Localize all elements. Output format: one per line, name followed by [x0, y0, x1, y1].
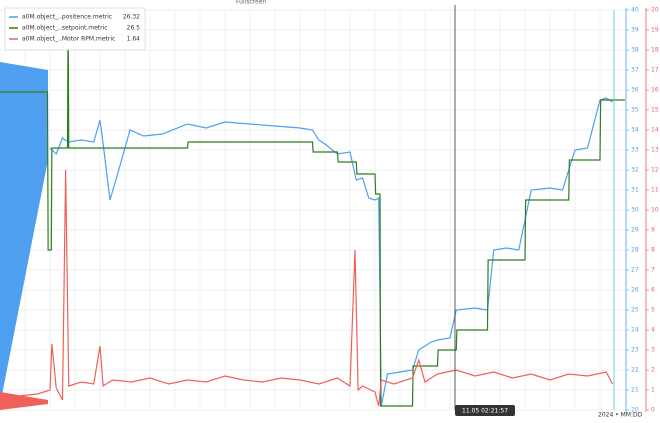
y2-tick-label: 18: [651, 47, 659, 54]
legend-value: 26.5: [127, 25, 141, 32]
legend-value: 1.64: [127, 36, 141, 43]
y2-tick-label: 4: [651, 327, 655, 334]
plot-area: [0, 9, 625, 407]
y-tick-label: 32: [631, 167, 639, 174]
y2-tick-label: 11: [651, 187, 659, 194]
y2-tick-label: 0: [651, 407, 655, 414]
series-line: [0, 9, 625, 407]
y-tick-label: 21: [631, 387, 639, 394]
vertical-grid: [0, 9, 625, 411]
legend-entries: a0M.object_..positence.metric 26.32 a0M.ob…: [9, 14, 140, 43]
artifact-blue: [0, 62, 48, 405]
y2-tick-label: 7: [651, 267, 655, 274]
legend-label: a0M.object_..positence.metric: [22, 14, 112, 21]
y-tick-label: 23: [631, 347, 639, 354]
y-tick-label: 26: [631, 287, 639, 294]
y2-tick-label: 6: [651, 287, 655, 294]
y-tick-label: 25: [631, 307, 639, 314]
y2-tick-label: 17: [651, 67, 659, 74]
y-tick-label: 35: [631, 107, 639, 114]
y-tick-label: 31: [631, 187, 639, 194]
y-tick-label: 39: [631, 27, 639, 34]
y2-tick-label: 19: [651, 27, 659, 34]
series-line: [49, 97, 613, 407]
cursor-tooltip: [455, 405, 515, 416]
y-tick-label: 38: [631, 47, 639, 54]
y2-tick-label: 2: [651, 367, 655, 374]
y-tick-label: 37: [631, 67, 639, 74]
y-tick-label: 34: [631, 127, 639, 134]
y2-tick-label: 5: [651, 307, 655, 314]
legend-label: a0M.object_..setpoint.metric: [22, 25, 108, 32]
y-tick-label: 40: [631, 7, 639, 14]
x-caption: 2024 • MM:DD: [598, 412, 643, 419]
cursor-label: 11.05 02:21:57: [462, 408, 508, 415]
legend-value: 26.32: [123, 14, 140, 21]
y2-tick-label: 14: [651, 127, 659, 134]
y2-tick-label: 20: [651, 7, 659, 14]
y2-tick-label: 15: [651, 107, 659, 114]
y-tick-label: 36: [631, 87, 639, 94]
y-tick-label: 33: [631, 147, 639, 154]
y-tick-label: 22: [631, 367, 639, 374]
y-tick-label: 28: [631, 247, 639, 254]
y2-tick-label: 16: [651, 87, 659, 94]
y2-tick-label: 12: [651, 167, 659, 174]
y2-tick-label: 10: [651, 207, 659, 214]
y-tick-label: 24: [631, 327, 639, 334]
y-tick-label: 30: [631, 207, 639, 214]
y2-tick-label: 1: [651, 387, 655, 394]
y2-tick-label: 9: [651, 227, 655, 234]
series-line: [0, 169, 614, 407]
toolbar-label[interactable]: Fullscreen: [236, 0, 266, 6]
legend: [4, 7, 146, 51]
y2-tick-label: 8: [651, 247, 655, 254]
y-tick-label: 20: [631, 407, 639, 414]
y2-tick-label: 3: [651, 347, 655, 354]
y-tick-label: 29: [631, 227, 639, 234]
y2-tick-label: 13: [651, 147, 659, 154]
y-tick-label: 27: [631, 267, 639, 274]
legend-label: a0M.object_..Motor RPM.metric: [22, 36, 115, 43]
